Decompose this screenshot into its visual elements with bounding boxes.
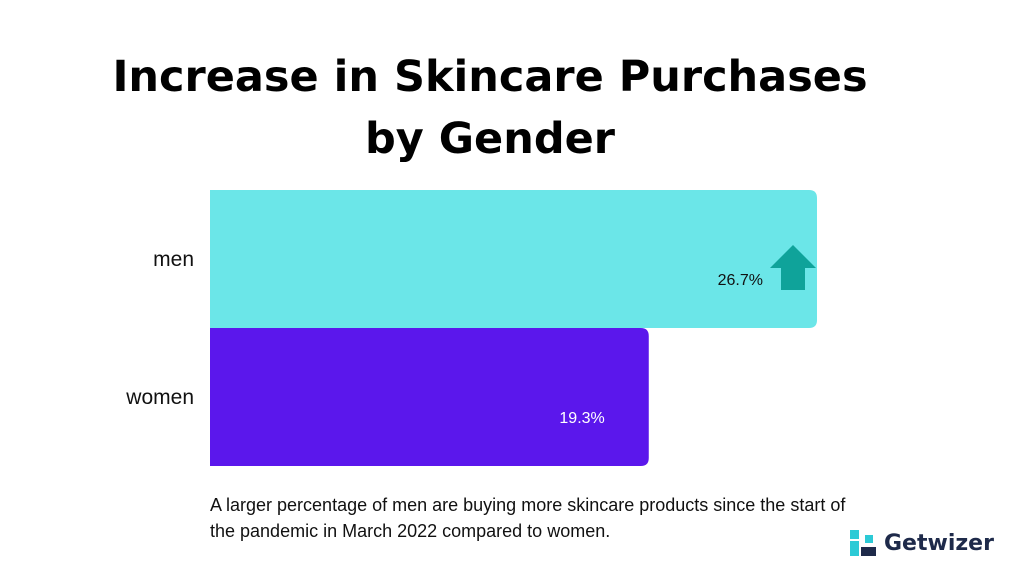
bar-women xyxy=(210,328,649,466)
chart-title: Increase in Skincare Purchases by Gender xyxy=(0,46,980,170)
getwizer-logo-icon xyxy=(850,530,876,556)
chart-title-line-2: by Gender xyxy=(364,114,615,164)
up-arrow-icon xyxy=(770,245,816,290)
category-label-women: women xyxy=(125,386,194,409)
value-label-men: 26.7% xyxy=(718,272,763,289)
chart-caption: A larger percentage of men are buying mo… xyxy=(210,495,846,541)
bar-men xyxy=(210,190,817,328)
brand-name: Getwizer xyxy=(884,530,994,556)
chart-title-line-1: Increase in Skincare Purchases xyxy=(112,52,868,102)
value-label-women: 19.3% xyxy=(559,410,604,427)
brand: Getwizer xyxy=(850,527,994,559)
category-label-men: men xyxy=(153,248,194,271)
